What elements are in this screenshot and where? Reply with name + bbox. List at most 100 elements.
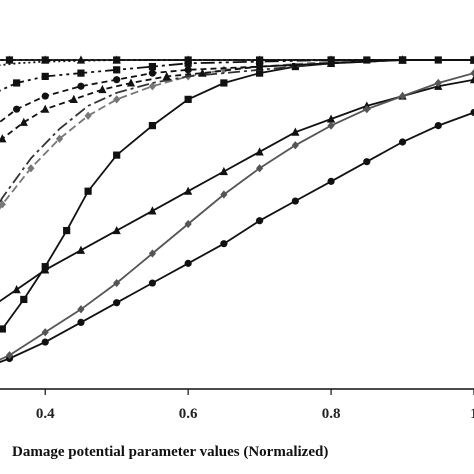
series-9-point xyxy=(41,72,49,80)
series-1-point xyxy=(113,299,121,307)
x-axis-ticks: 0.4 0.6 0.8 1 xyxy=(36,389,474,422)
series-4-point xyxy=(291,62,299,71)
series-3-point xyxy=(148,249,157,258)
x-axis-title: Damage potential parameter values (Norma… xyxy=(12,444,328,460)
series-8-point xyxy=(77,82,85,90)
series-7-point xyxy=(98,84,107,94)
series-3-point xyxy=(256,164,264,173)
series-3-point xyxy=(470,69,474,78)
series-4-point xyxy=(63,226,71,235)
series-3-point xyxy=(220,190,228,199)
x-tick-label: 1 xyxy=(470,406,474,422)
series-8-point xyxy=(148,69,157,77)
series-3-point xyxy=(363,105,371,114)
series-4-point xyxy=(148,122,157,130)
series-2-point xyxy=(184,186,193,195)
series-6 xyxy=(0,59,474,204)
series-1-point xyxy=(363,158,371,166)
series-3-point xyxy=(327,121,335,130)
series-12-point xyxy=(470,56,474,64)
series-7-point xyxy=(19,117,28,126)
series-3-point xyxy=(184,219,192,229)
series-4-point xyxy=(256,69,264,77)
series-1-point xyxy=(184,259,192,267)
series-8-point xyxy=(41,92,49,100)
series-4-point xyxy=(41,263,49,271)
series-4-point xyxy=(184,95,192,103)
series-2-point xyxy=(219,166,228,176)
series-1-point xyxy=(327,177,335,185)
series-2-point xyxy=(112,225,121,235)
series-12-point xyxy=(184,56,192,64)
series-8-point xyxy=(113,76,121,84)
series-7-point xyxy=(0,134,7,143)
series-2-point xyxy=(255,147,264,156)
x-tick-label: 0.8 xyxy=(322,406,341,422)
series-2-point xyxy=(326,114,336,123)
series-8-point xyxy=(13,105,21,113)
series-4-line xyxy=(0,59,474,333)
series-1-point xyxy=(470,108,474,117)
series-5-line xyxy=(0,59,474,210)
series-3 xyxy=(0,69,474,361)
series-3-point xyxy=(434,78,442,88)
x-tick-label: 0.4 xyxy=(36,406,55,422)
series-1-point xyxy=(220,240,228,248)
series-9-point xyxy=(113,66,121,74)
series-2-point xyxy=(469,75,474,84)
series-1 xyxy=(0,108,474,363)
series-12 xyxy=(0,56,474,64)
series-12-point xyxy=(113,56,121,64)
series-8-line xyxy=(0,59,474,124)
series-4-point xyxy=(20,295,28,304)
series-2-point xyxy=(148,206,157,215)
series-7-point xyxy=(41,104,50,113)
series-1-point xyxy=(291,197,299,205)
series-1-point xyxy=(41,338,49,346)
series-2-point xyxy=(291,127,300,136)
series-4-point xyxy=(84,187,92,195)
series-3-point xyxy=(41,328,49,337)
series-9-line xyxy=(0,59,474,92)
plot-area xyxy=(0,55,474,363)
series-5-point xyxy=(55,134,64,143)
x-tick-label: 0.6 xyxy=(179,406,198,422)
series-7-point xyxy=(69,94,78,103)
series-2-point xyxy=(76,245,86,254)
series-3-point xyxy=(398,91,407,101)
series-5-point xyxy=(0,200,6,209)
series-9-point xyxy=(148,62,157,71)
series-5-point xyxy=(148,82,157,91)
series-5-point xyxy=(113,95,121,104)
series-5-point xyxy=(27,164,35,173)
series-1-point xyxy=(398,138,407,146)
series-3-point xyxy=(5,351,14,360)
series-2-line xyxy=(0,78,474,303)
series-9-point xyxy=(77,69,85,77)
series-7-point xyxy=(126,78,136,87)
series-4-point xyxy=(0,325,6,333)
series-3-point xyxy=(77,305,85,314)
series-12-point xyxy=(5,56,14,64)
series-1-line xyxy=(0,111,474,363)
series-1-point xyxy=(434,122,442,130)
series-9 xyxy=(0,56,474,92)
series-5-point xyxy=(84,111,92,120)
series-8-point xyxy=(184,66,192,74)
series-1-point xyxy=(256,217,264,225)
series-9-point xyxy=(13,79,21,87)
series-1-point xyxy=(148,279,157,287)
series-7-point xyxy=(198,68,207,77)
series-7-point xyxy=(162,71,171,80)
series-12-point xyxy=(41,56,49,64)
series-3-point xyxy=(113,278,121,288)
series-12-line xyxy=(0,59,474,61)
series-4-point xyxy=(220,79,228,87)
series-12-point xyxy=(398,56,407,64)
series-2-point xyxy=(12,285,21,294)
series-12-point xyxy=(256,56,264,64)
series-12-point xyxy=(327,56,335,64)
series-4-point xyxy=(113,151,121,159)
series-3-point xyxy=(291,141,299,150)
